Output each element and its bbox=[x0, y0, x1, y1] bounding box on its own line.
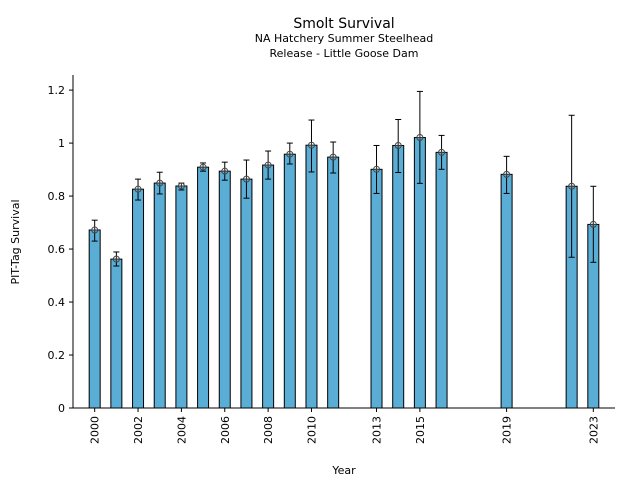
bar-2013 bbox=[370, 168, 383, 409]
bar-2009 bbox=[283, 153, 296, 409]
x-tick-label: 2002 bbox=[132, 416, 145, 444]
x-tick-label: 2015 bbox=[414, 416, 427, 444]
x-tick-label: 2006 bbox=[219, 416, 232, 444]
chart-subtitle-2: Release - Little Goose Dam bbox=[270, 47, 419, 60]
bar-2001 bbox=[110, 258, 123, 409]
y-tick-label: 1.2 bbox=[48, 84, 66, 97]
x-tick-label: 2004 bbox=[175, 416, 188, 444]
bar-2006 bbox=[218, 170, 231, 409]
y-tick-label: 1 bbox=[58, 137, 65, 150]
y-axis-label: PIT-Tag Survival bbox=[9, 199, 22, 284]
y-tick-label: 0.6 bbox=[48, 243, 66, 256]
x-tick-label: 2010 bbox=[305, 416, 318, 444]
y-tick-label: 0.4 bbox=[48, 296, 66, 309]
bar-2016 bbox=[435, 151, 448, 409]
y-tick-label: 0.8 bbox=[48, 190, 66, 203]
x-tick-label: 2008 bbox=[262, 416, 275, 444]
bar-2003 bbox=[153, 182, 166, 409]
x-tick-label: 2013 bbox=[371, 416, 384, 444]
bar-2011 bbox=[327, 156, 340, 409]
y-tick-label: 0 bbox=[58, 402, 65, 415]
bar-2004 bbox=[175, 185, 188, 409]
chart-title: Smolt Survival bbox=[293, 16, 394, 32]
x-tick-label: 2019 bbox=[501, 416, 514, 444]
x-tick-label: 2023 bbox=[587, 416, 600, 444]
x-tick-label: 2000 bbox=[89, 416, 102, 444]
chart-subtitle-1: NA Hatchery Summer Steelhead bbox=[255, 32, 433, 45]
bar-2002 bbox=[132, 188, 145, 409]
bar-2000 bbox=[88, 229, 101, 409]
bar-2007 bbox=[240, 178, 253, 409]
y-tick-label: 0.2 bbox=[48, 349, 66, 362]
bar-2008 bbox=[262, 164, 275, 409]
bar-2019 bbox=[500, 173, 513, 409]
x-axis-label: Year bbox=[331, 464, 356, 477]
bar-2005 bbox=[197, 166, 210, 409]
bar-2014 bbox=[392, 144, 405, 409]
bar-2010 bbox=[305, 144, 318, 409]
